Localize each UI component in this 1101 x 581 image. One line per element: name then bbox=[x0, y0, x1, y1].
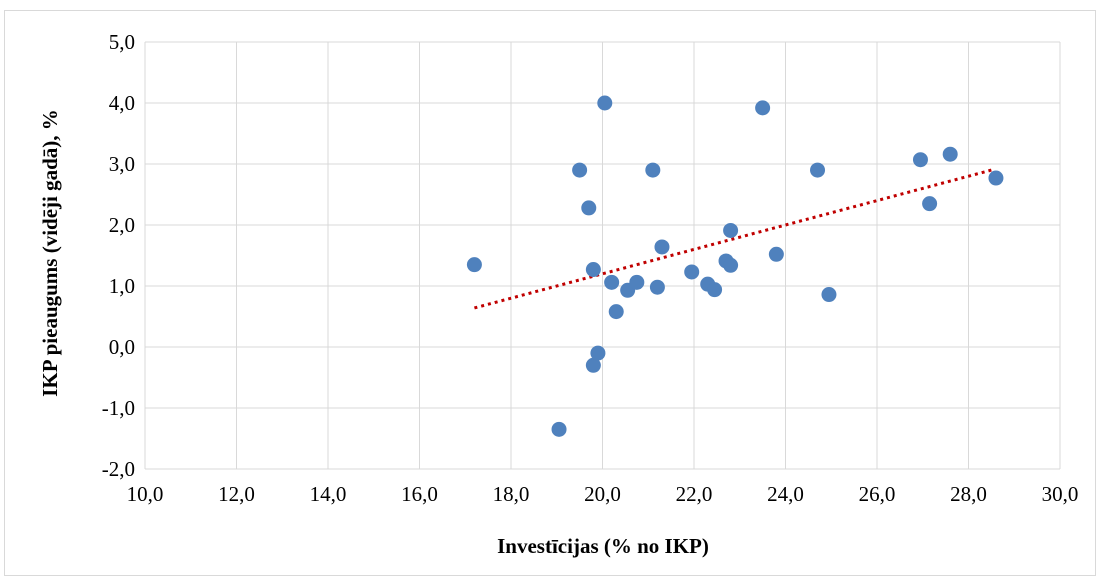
chart-frame bbox=[4, 10, 1096, 576]
data-point bbox=[755, 100, 771, 116]
y-tick-labels: -2,0 -1,0 0,0 1,0 2,0 3,0 4,0 5,0 bbox=[102, 30, 135, 481]
x-axis-title: Investīcijas (% no IKP) bbox=[497, 534, 709, 558]
data-point bbox=[922, 196, 938, 212]
data-point bbox=[821, 287, 837, 303]
x-tick-label: 20,0 bbox=[584, 482, 621, 506]
data-point bbox=[988, 170, 1004, 186]
data-point bbox=[942, 146, 958, 162]
x-tick-label: 22,0 bbox=[676, 482, 713, 506]
data-point bbox=[684, 264, 700, 280]
trendline bbox=[474, 168, 992, 310]
x-tick-label: 10,0 bbox=[127, 482, 164, 506]
x-tick-label: 24,0 bbox=[767, 482, 804, 506]
data-point bbox=[466, 257, 482, 273]
x-tick-label: 26,0 bbox=[859, 482, 896, 506]
data-point bbox=[810, 162, 826, 178]
data-point bbox=[629, 274, 645, 290]
y-tick-label: 3,0 bbox=[109, 152, 135, 176]
x-tick-labels: 10,0 12,0 14,0 16,0 18,0 20,0 22,0 24,0 26,0 28,0… bbox=[127, 482, 1079, 506]
data-point bbox=[723, 222, 739, 238]
data-point bbox=[654, 239, 670, 255]
x-tick-label: 18,0 bbox=[493, 482, 530, 506]
x-tick-label: 28,0 bbox=[950, 482, 987, 506]
y-tick-label: 1,0 bbox=[109, 274, 135, 298]
data-point bbox=[604, 274, 620, 290]
data-point bbox=[585, 357, 601, 373]
data-point bbox=[551, 421, 567, 437]
data-point bbox=[572, 162, 588, 178]
y-tick-label: 5,0 bbox=[109, 30, 135, 54]
data-point bbox=[590, 345, 606, 361]
x-tick-label: 16,0 bbox=[401, 482, 438, 506]
data-point bbox=[707, 282, 723, 298]
data-point bbox=[912, 152, 928, 168]
data-point bbox=[649, 279, 665, 295]
y-tick-label: -1,0 bbox=[102, 396, 135, 420]
trendline-group bbox=[474, 168, 992, 310]
y-tick-label: 4,0 bbox=[109, 91, 135, 115]
x-tick-label: 12,0 bbox=[218, 482, 255, 506]
y-tick-label: 2,0 bbox=[109, 213, 135, 237]
data-point bbox=[645, 162, 661, 178]
data-point bbox=[581, 200, 597, 216]
y-tick-label: -2,0 bbox=[102, 457, 135, 481]
x-tick-label: 14,0 bbox=[310, 482, 347, 506]
data-point bbox=[723, 257, 739, 273]
data-point bbox=[585, 262, 601, 278]
y-tick-label: 0,0 bbox=[109, 335, 135, 359]
data-point bbox=[768, 246, 784, 262]
data-point bbox=[597, 95, 613, 111]
data-point bbox=[608, 304, 624, 320]
y-axis-title: IKP pieaugums (vidēji gadā), % bbox=[38, 109, 62, 397]
data-points bbox=[466, 95, 1004, 437]
x-tick-label: 30,0 bbox=[1042, 482, 1079, 506]
